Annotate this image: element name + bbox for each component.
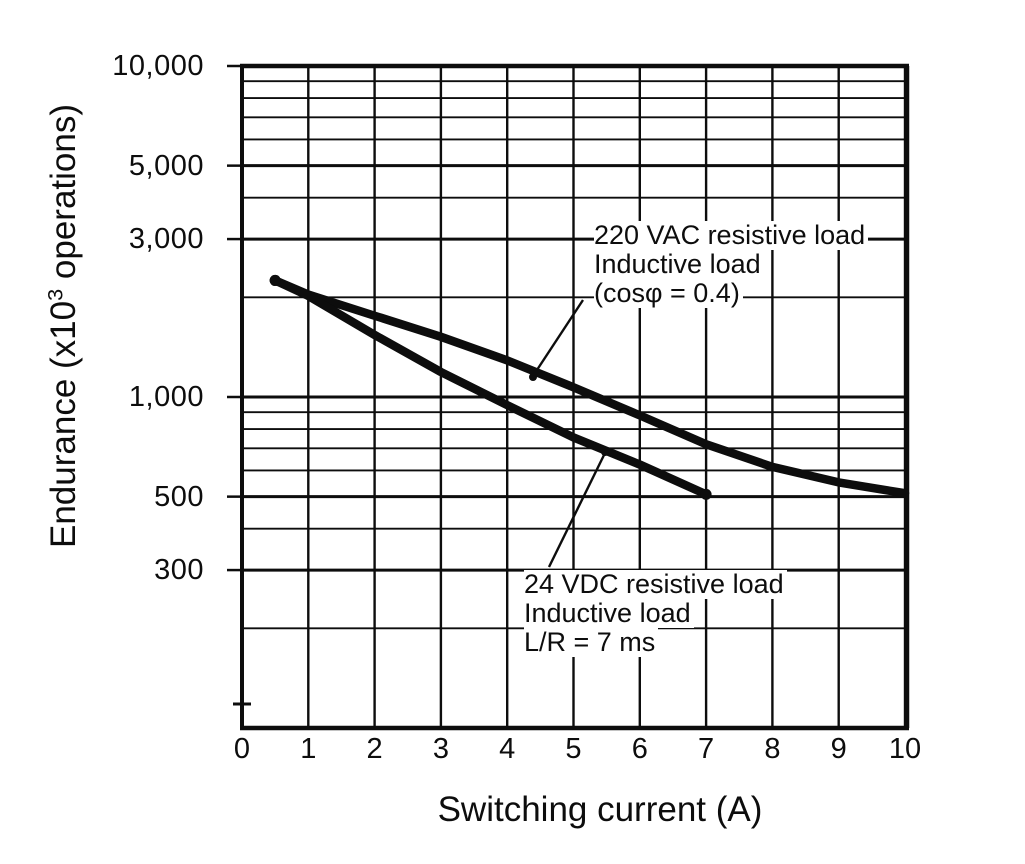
- leader-line-24vdc: [547, 452, 607, 568]
- y-axis-label: Endurance (x103 operations): [42, 104, 84, 548]
- annotation-220vac-line3: (cosφ = 0.4): [594, 279, 743, 308]
- x-tick-label: 2: [366, 733, 383, 765]
- y-tick-label: 500: [154, 480, 204, 513]
- x-tick-label: 6: [631, 733, 648, 765]
- annotation-24vdc-line3: L/R = 7 ms: [524, 628, 659, 657]
- curve-24vdc-end-dot: [700, 488, 712, 500]
- x-tick-label: 10: [888, 733, 922, 765]
- x-tick-label: 7: [698, 733, 715, 765]
- y-tick-label: 300: [154, 554, 204, 587]
- y-tick-label: 5,000: [128, 149, 204, 182]
- annotation-220vac: 220 VAC resistive load Inductive load (c…: [594, 221, 869, 308]
- x-tick-label: 8: [764, 733, 781, 765]
- y-tick-label: 1,000: [128, 381, 204, 413]
- curve-24vdc: [270, 276, 711, 499]
- leader-line-220vac: [531, 299, 585, 377]
- y-axis-label-post: operations): [44, 104, 83, 289]
- x-tick-label: 9: [830, 733, 847, 765]
- x-tick-label: 3: [432, 733, 449, 765]
- x-tick-label: 1: [300, 733, 317, 765]
- x-tick-label: 4: [499, 733, 516, 765]
- y-tick-label: 10,000: [112, 50, 204, 82]
- annotation-220vac-line1: 220 VAC resistive load: [594, 221, 869, 250]
- curve-220vac: [270, 276, 910, 498]
- annotation-24vdc-line1: 24 VDC resistive load: [524, 570, 787, 599]
- annotation-24vdc: 24 VDC resistive load Inductive load L/R…: [524, 570, 787, 657]
- x-tick-label: 5: [565, 733, 582, 765]
- annotation-24vdc-line2: Inductive load: [524, 599, 694, 628]
- y-axis-label-pre: Endurance (x10: [44, 300, 83, 548]
- x-tick-label: 0: [233, 733, 251, 765]
- curve-24vdc-start-dot: [269, 274, 281, 286]
- x-axis-label: Switching current (A): [437, 790, 763, 829]
- y-axis-label-sup: 3: [42, 288, 68, 301]
- y-tick-label: 3,000: [128, 223, 204, 256]
- annotation-220vac-line2: Inductive load: [594, 250, 764, 279]
